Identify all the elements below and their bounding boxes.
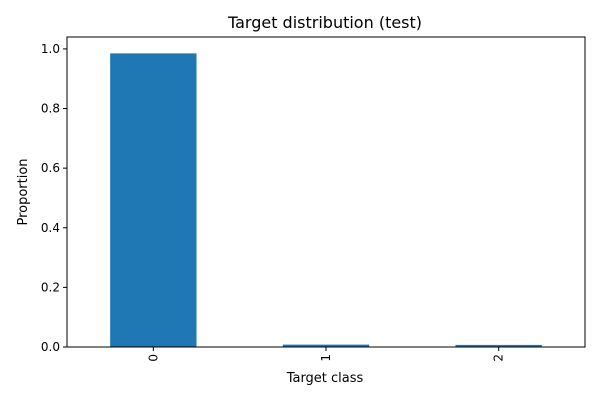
- bar-2: [455, 344, 542, 347]
- y-tick-label: 0.6: [41, 161, 60, 175]
- y-tick-label: 0.2: [41, 280, 60, 294]
- bar-0: [110, 53, 197, 348]
- y-axis-label: Proportion: [16, 158, 31, 225]
- y-tick-label: 0.0: [41, 340, 60, 354]
- chart-title: Target distribution (test): [227, 13, 422, 32]
- y-tick-label: 0.4: [41, 221, 60, 235]
- plot-area: 0.0 0.2 0.4 0.6 0.8 1.0 0 1 2: [41, 36, 586, 362]
- x-tick-label: 2: [492, 354, 506, 362]
- y-tick-label: 1.0: [41, 42, 60, 56]
- y-tick-label: 0.8: [41, 102, 60, 116]
- x-axis-label: Target class: [286, 371, 364, 386]
- x-tick-label: 0: [146, 354, 160, 362]
- bar-1: [282, 344, 370, 347]
- x-tick-label: 1: [319, 354, 333, 362]
